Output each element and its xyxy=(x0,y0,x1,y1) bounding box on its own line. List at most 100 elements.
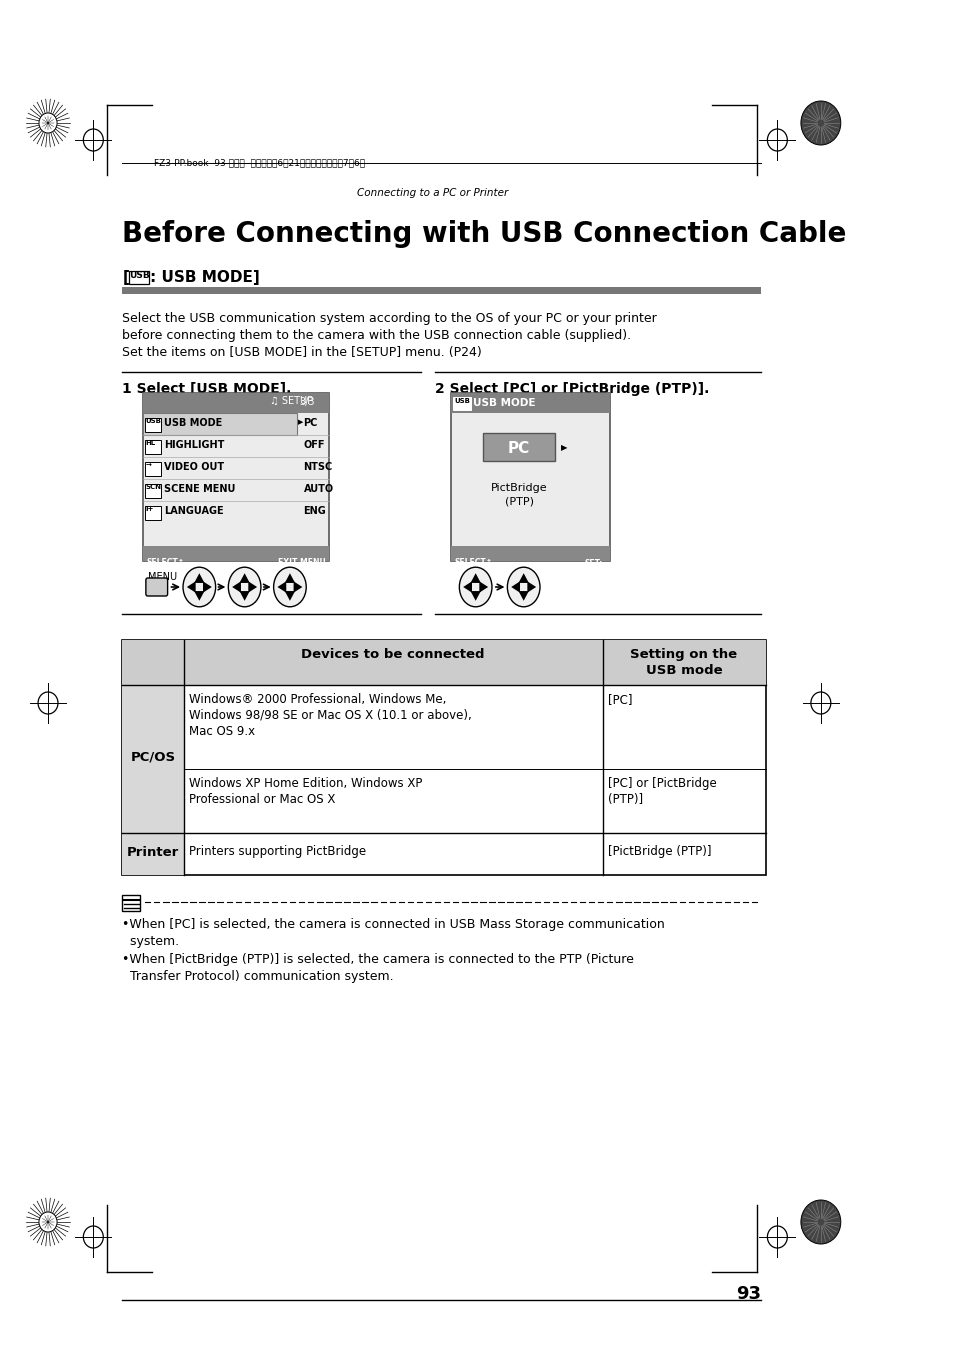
Text: USB: USB xyxy=(130,271,151,280)
Text: system.: system. xyxy=(122,936,179,948)
Text: SET▶: SET▶ xyxy=(583,558,605,568)
Text: [PC] or [PictBridge: [PC] or [PictBridge xyxy=(607,776,716,790)
Polygon shape xyxy=(285,573,294,582)
Polygon shape xyxy=(478,581,488,593)
Text: →: → xyxy=(146,462,152,468)
Bar xyxy=(453,398,471,410)
Circle shape xyxy=(39,113,57,133)
Polygon shape xyxy=(518,573,528,582)
Bar xyxy=(129,271,149,284)
Polygon shape xyxy=(194,573,204,582)
Text: Setting on the: Setting on the xyxy=(630,648,737,661)
Text: Devices to be connected: Devices to be connected xyxy=(301,648,484,661)
Bar xyxy=(145,439,161,454)
Bar xyxy=(451,394,609,561)
FancyBboxPatch shape xyxy=(146,578,168,596)
Polygon shape xyxy=(463,581,472,593)
Text: VIDEO OUT: VIDEO OUT xyxy=(164,462,224,472)
Bar xyxy=(122,685,184,833)
Text: AUTO: AUTO xyxy=(303,484,334,493)
Text: ▶: ▶ xyxy=(297,419,303,425)
Polygon shape xyxy=(239,590,250,601)
Text: USB MODE: USB MODE xyxy=(473,398,535,408)
Circle shape xyxy=(39,1212,57,1232)
Text: HIGHLIGHT: HIGHLIGHT xyxy=(164,439,224,450)
Bar xyxy=(122,640,765,685)
Text: SELECT↕: SELECT↕ xyxy=(455,558,493,568)
Bar xyxy=(122,833,184,875)
Text: (PTP)]: (PTP)] xyxy=(607,793,642,806)
Text: Connecting to a PC or Printer: Connecting to a PC or Printer xyxy=(356,187,507,198)
Text: USB: USB xyxy=(146,418,162,425)
Circle shape xyxy=(801,1200,840,1244)
Polygon shape xyxy=(527,581,536,593)
Bar xyxy=(122,640,765,875)
Text: Windows 98/98 SE or Mac OS X (10.1 or above),: Windows 98/98 SE or Mac OS X (10.1 or ab… xyxy=(189,709,472,723)
Text: Printers supporting PictBridge: Printers supporting PictBridge xyxy=(189,845,366,857)
Text: FZ3-PP.book  93 ページ  ２００４年6月21日　月曜日　午後7晎6分: FZ3-PP.book 93 ページ ２００４年6月21日 月曜日 午後7晎6分 xyxy=(153,158,365,167)
Text: USB mode: USB mode xyxy=(645,665,721,677)
Text: •When [PictBridge (PTP)] is selected, the camera is connected to the PTP (Pictur: •When [PictBridge (PTP)] is selected, th… xyxy=(122,953,634,967)
Text: SCN: SCN xyxy=(146,484,162,491)
Polygon shape xyxy=(248,581,257,593)
Bar xyxy=(145,484,161,497)
Polygon shape xyxy=(277,581,286,593)
Ellipse shape xyxy=(459,568,492,607)
Polygon shape xyxy=(194,590,204,601)
Text: EXIT MENU: EXIT MENU xyxy=(277,558,325,568)
Polygon shape xyxy=(470,573,480,582)
Text: Printer: Printer xyxy=(127,847,179,859)
Polygon shape xyxy=(470,590,480,601)
Ellipse shape xyxy=(183,568,215,607)
Text: Mac OS 9.x: Mac OS 9.x xyxy=(189,725,255,737)
Text: HL: HL xyxy=(146,439,156,446)
Text: PictBridge: PictBridge xyxy=(491,483,547,493)
Bar xyxy=(143,394,329,412)
Bar xyxy=(451,546,609,561)
Polygon shape xyxy=(203,581,212,593)
Text: Windows® 2000 Professional, Windows Me,: Windows® 2000 Professional, Windows Me, xyxy=(189,693,446,706)
Text: : USB MODE]: : USB MODE] xyxy=(151,270,260,284)
Text: 2 Select [PC] or [PictBridge (PTP)].: 2 Select [PC] or [PictBridge (PTP)]. xyxy=(435,381,708,396)
Text: Transfer Protocol) communication system.: Transfer Protocol) communication system. xyxy=(122,971,394,983)
Text: before connecting them to the camera with the USB connection cable (supplied).: before connecting them to the camera wit… xyxy=(122,329,631,342)
Text: SELECT↕: SELECT↕ xyxy=(147,558,185,568)
Bar xyxy=(143,394,329,561)
Polygon shape xyxy=(232,581,241,593)
Ellipse shape xyxy=(507,568,539,607)
Text: PC: PC xyxy=(303,418,317,429)
Bar xyxy=(145,506,161,520)
Text: LANGUAGE: LANGUAGE xyxy=(164,506,223,516)
Bar xyxy=(143,546,329,561)
Text: [: [ xyxy=(122,270,129,284)
Bar xyxy=(482,433,555,461)
Polygon shape xyxy=(285,590,294,601)
Polygon shape xyxy=(511,581,519,593)
Text: ♫ SETUP: ♫ SETUP xyxy=(270,396,313,406)
Text: (PTP): (PTP) xyxy=(504,497,533,507)
Text: PC/OS: PC/OS xyxy=(131,751,175,764)
Polygon shape xyxy=(294,581,302,593)
Text: OFF: OFF xyxy=(303,439,325,450)
Bar xyxy=(122,895,140,911)
Bar xyxy=(451,394,609,412)
Text: USB MODE: USB MODE xyxy=(164,418,222,429)
Text: USB: USB xyxy=(454,398,469,404)
Text: Set the items on [USB MODE] in the [SETUP] menu. (P24): Set the items on [USB MODE] in the [SETU… xyxy=(122,346,481,359)
Text: i+: i+ xyxy=(146,506,154,512)
Bar xyxy=(143,412,297,435)
Bar xyxy=(145,418,161,431)
Text: Before Connecting with USB Connection Cable: Before Connecting with USB Connection Ca… xyxy=(122,220,846,248)
Text: NTSC: NTSC xyxy=(303,462,333,472)
Bar xyxy=(122,287,760,294)
Bar xyxy=(145,462,161,476)
Text: Professional or Mac OS X: Professional or Mac OS X xyxy=(189,793,335,806)
Text: [PictBridge (PTP)]: [PictBridge (PTP)] xyxy=(607,845,711,857)
Polygon shape xyxy=(518,590,528,601)
Text: Select the USB communication system according to the OS of your PC or your print: Select the USB communication system acco… xyxy=(122,311,657,325)
Text: 1 Select [USB MODE].: 1 Select [USB MODE]. xyxy=(122,381,292,396)
Polygon shape xyxy=(187,581,195,593)
Polygon shape xyxy=(239,573,250,582)
Ellipse shape xyxy=(228,568,261,607)
Ellipse shape xyxy=(274,568,306,607)
